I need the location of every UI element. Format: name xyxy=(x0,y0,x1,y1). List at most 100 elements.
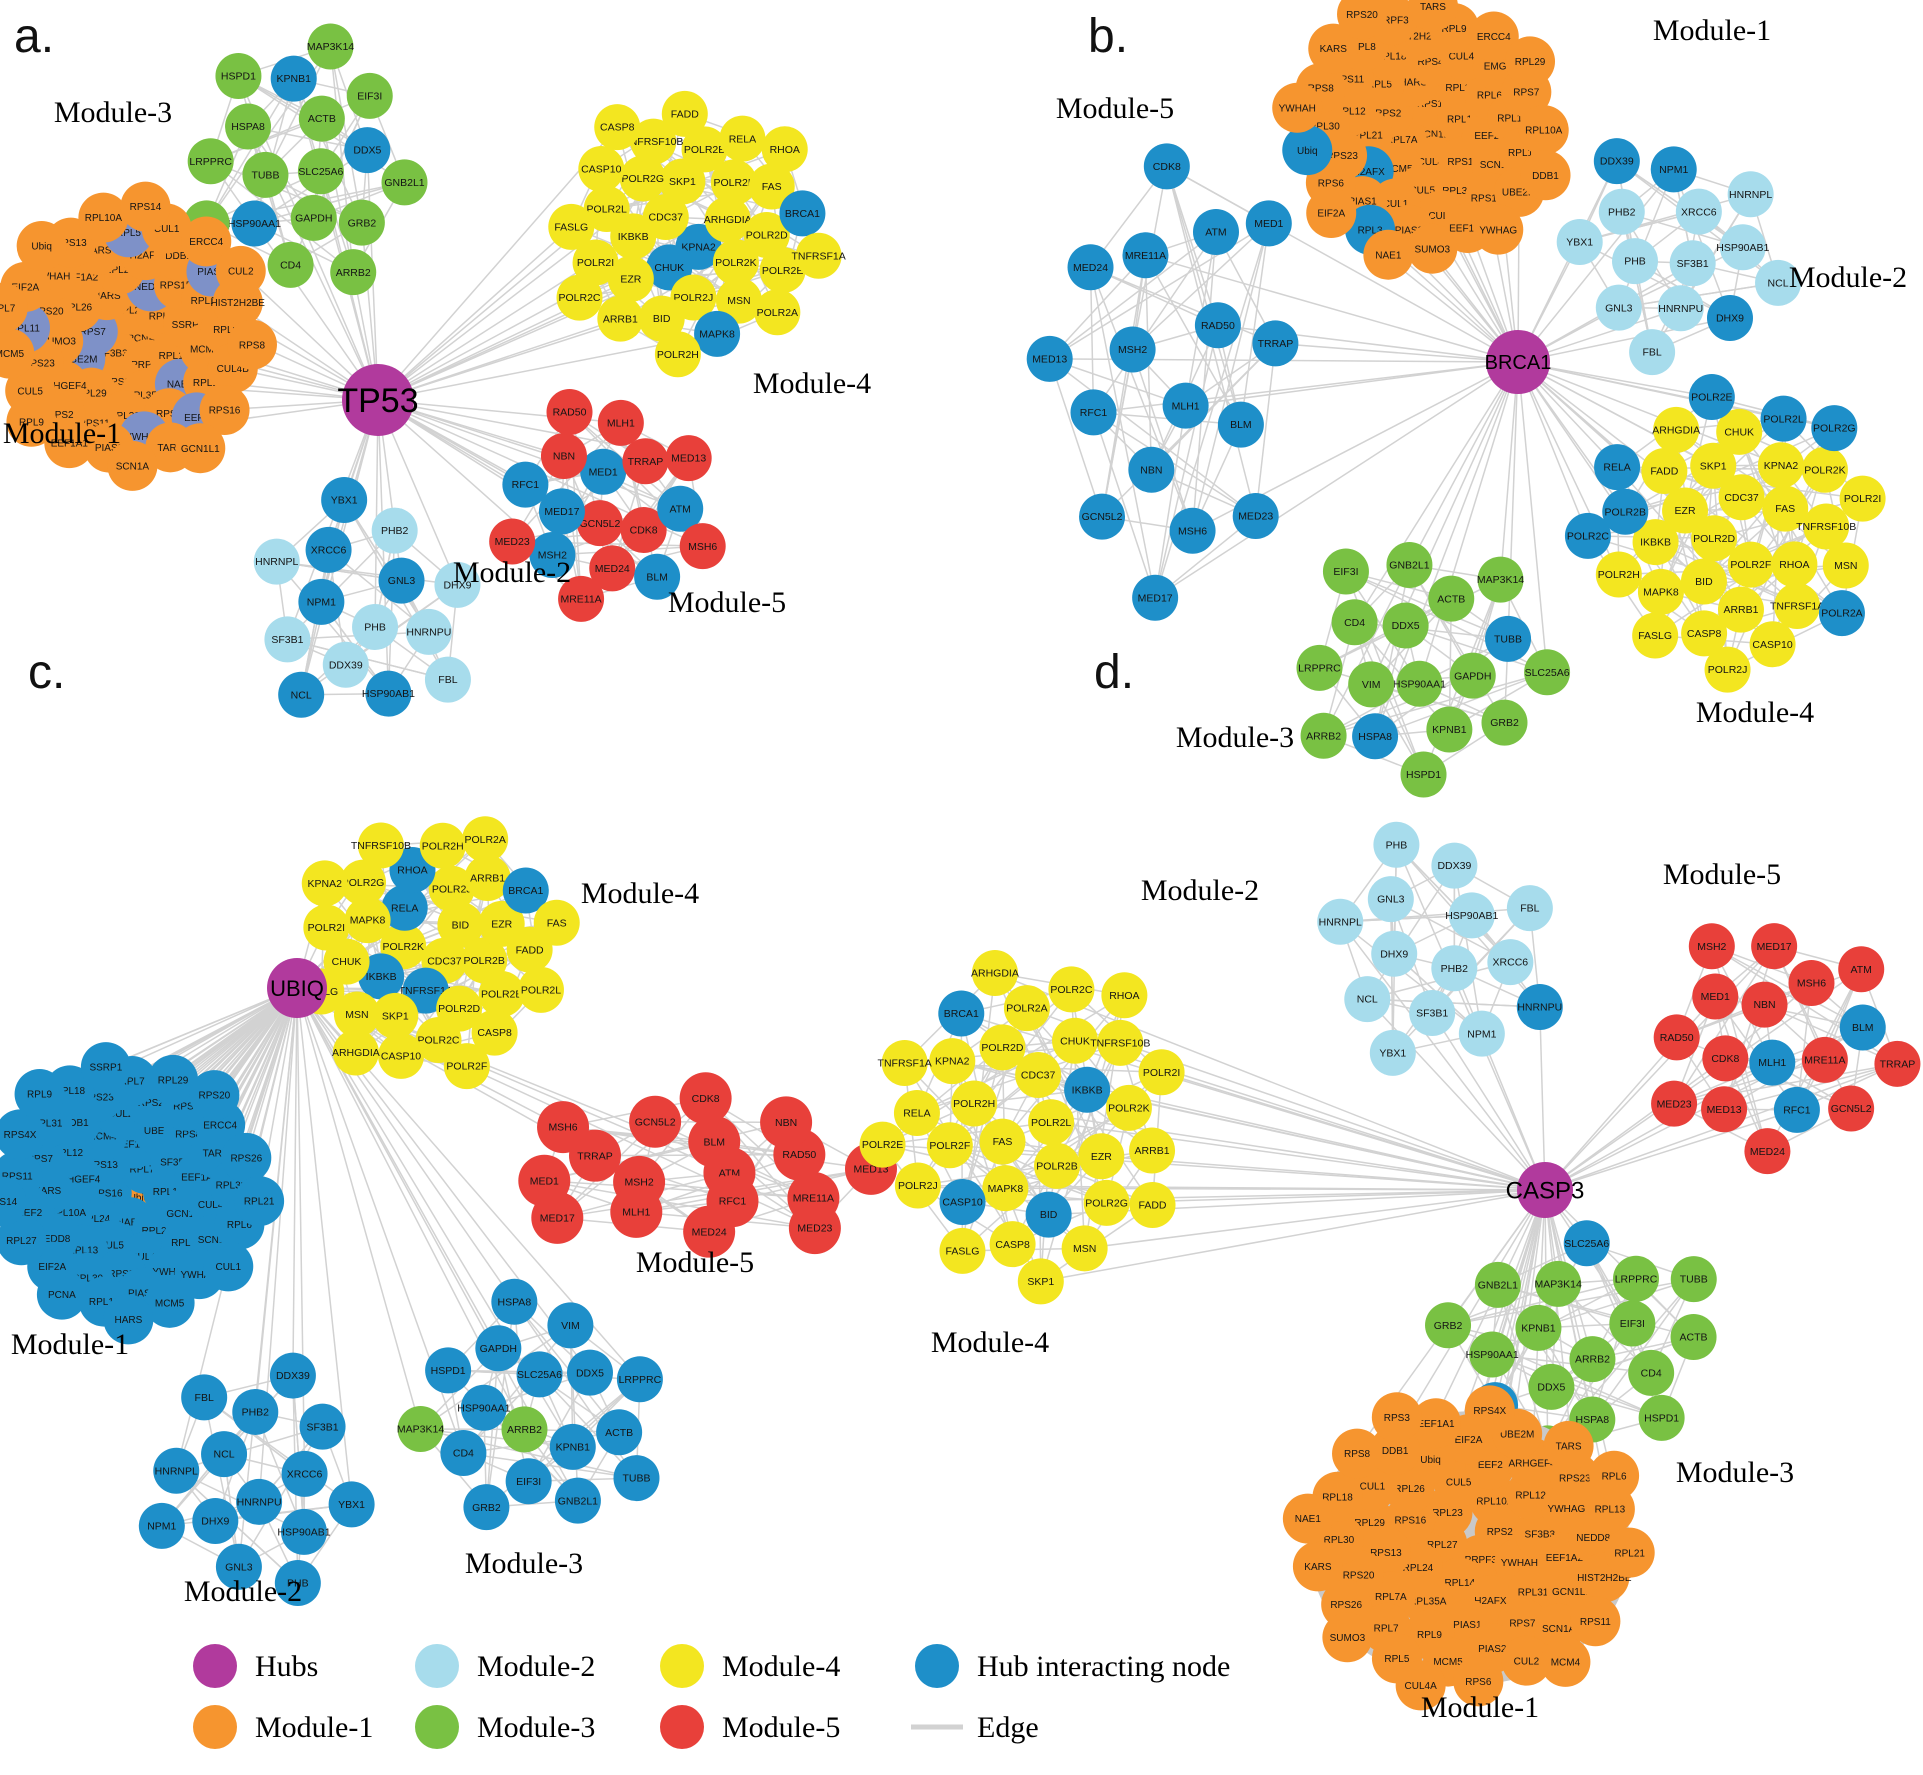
node-label: GCN1L1 xyxy=(166,1209,205,1220)
node-TARS: TARS xyxy=(1543,1420,1594,1471)
node-label: POLR2D xyxy=(981,1042,1023,1054)
node-POLR2L: POLR2L xyxy=(1760,395,1807,442)
node-label: ATM xyxy=(1851,964,1872,976)
node-label: DHX9 xyxy=(443,579,471,591)
node-label: ACTB xyxy=(1680,1332,1708,1344)
node-KPNB1: KPNB1 xyxy=(1515,1304,1562,1351)
node-label: MSH6 xyxy=(688,541,717,553)
node-label: HSP90AA1 xyxy=(1393,678,1446,690)
node-label: LRPPRC xyxy=(619,1374,662,1386)
node-label: RPS4X xyxy=(1473,1406,1506,1417)
node-label: EZR xyxy=(1675,505,1696,517)
node-label: TNFRSF1A xyxy=(791,250,845,262)
panel-c-module-2: HNRNPU NCL XRCC6 DHX9 PHB2 HSP90AB1 HNRNPL SF3B… xyxy=(138,1352,375,1608)
legend-item-module-3: Module-3 xyxy=(415,1705,595,1749)
node-label: POLR2C xyxy=(558,292,600,304)
panel-letter-d: d. xyxy=(1094,646,1134,699)
node-SF3B1: SF3B1 xyxy=(1669,240,1716,287)
node-label: SF3B3 xyxy=(160,1158,191,1169)
node-MRE11A: MRE11A xyxy=(1122,232,1169,279)
node-label: RHOA xyxy=(397,865,427,877)
node-label: CUL5 xyxy=(1446,1478,1472,1489)
node-label: RPL26 xyxy=(142,1226,173,1237)
node-label: POLR2D xyxy=(438,1003,480,1015)
node-label: RHOA xyxy=(770,144,800,156)
node-CD4: CD4 xyxy=(1331,599,1378,646)
node-MAP3K14: MAP3K14 xyxy=(397,1405,444,1452)
node-SKP1: SKP1 xyxy=(1017,1258,1064,1305)
node-label: RPL5 xyxy=(1367,80,1392,91)
node-label: POLR2D xyxy=(1693,533,1735,545)
node-label: HNRNPL xyxy=(1729,189,1772,201)
node-CASP8: CASP8 xyxy=(594,104,641,151)
node-label: GNB2L1 xyxy=(1389,560,1429,572)
node-label: RPS11 xyxy=(1580,1617,1611,1628)
node-label: RPS13 xyxy=(1447,157,1479,168)
node-ARRB1: ARRB1 xyxy=(597,295,644,342)
legend-item-module-4: Module-4 xyxy=(660,1644,840,1688)
node-VIM: VIM xyxy=(547,1302,594,1349)
node-label: MCM5 xyxy=(0,349,24,360)
node-POLR2C: POLR2C xyxy=(1564,512,1611,559)
node-EZR: EZR xyxy=(1662,487,1709,534)
node-IKBKB: IKBKB xyxy=(1064,1066,1111,1113)
node-label: CASP8 xyxy=(477,1027,512,1039)
node-label: CDC37 xyxy=(1724,492,1759,504)
node-BRCA1: BRCA1 xyxy=(779,190,826,237)
node-label: SCN1A xyxy=(1480,160,1514,171)
node-IKBKB: IKBKB xyxy=(1632,519,1679,566)
node-label: RHOA xyxy=(1779,559,1809,571)
node-POLR2H: POLR2H xyxy=(654,331,701,378)
node-label: MRE11A xyxy=(1804,1054,1845,1066)
node-LRPPRC: LRPPRC xyxy=(616,1356,663,1403)
node-label: SF3B3 xyxy=(1525,1529,1556,1540)
node-YWHAH: YWHAH xyxy=(1272,82,1323,133)
node-SUMO3: SUMO3 xyxy=(1407,223,1458,274)
node-ATM: ATM xyxy=(1838,946,1885,993)
node-GAPDH: GAPDH xyxy=(475,1325,522,1372)
node-label: RPL10A xyxy=(1525,126,1563,137)
node-label: RPS13 xyxy=(1370,1548,1402,1559)
node-label: MCM5 xyxy=(155,1298,185,1309)
node-label: EZR xyxy=(491,918,512,930)
node-label: MRE11A xyxy=(1125,250,1166,262)
node-PHB2: PHB2 xyxy=(1431,945,1478,992)
node-label: RPS7 xyxy=(1513,88,1540,99)
node-NPM1: NPM1 xyxy=(298,578,345,625)
node-label: KPNB1 xyxy=(1521,1322,1556,1334)
node-label: LRPPRC xyxy=(1298,663,1341,675)
node-label: LRPPRC xyxy=(189,156,232,168)
node-HSPD1: HSPD1 xyxy=(1638,1394,1685,1441)
node-POLR2F: POLR2F xyxy=(926,1122,973,1169)
node-label: GCN5L2 xyxy=(579,518,620,530)
node-POLR2D: POLR2D xyxy=(743,212,790,259)
node-label: BID xyxy=(1695,576,1713,588)
node-TUBB: TUBB xyxy=(1485,615,1532,662)
node-label: FADD xyxy=(671,109,699,121)
node-label: ERCC4 xyxy=(203,1120,237,1131)
node-MED1: MED1 xyxy=(580,448,627,495)
node-TARS: TARS xyxy=(1407,0,1458,32)
node-CDC37: CDC37 xyxy=(1015,1051,1062,1098)
node-MRE11A: MRE11A xyxy=(558,575,605,622)
node-label: UBE2M xyxy=(1500,1429,1534,1440)
node-EIF3I: EIF3I xyxy=(505,1458,552,1505)
node-TRRAP: TRRAP xyxy=(1874,1040,1921,1087)
node-NCL: NCL xyxy=(278,671,325,718)
node-label: PHB xyxy=(1624,256,1646,268)
node-label: SKP1 xyxy=(1027,1276,1054,1288)
node-MED1: MED1 xyxy=(1245,200,1292,247)
node-label: POLR2G xyxy=(342,877,385,889)
node-label: CD4 xyxy=(1344,617,1365,629)
node-label: DHX9 xyxy=(1716,313,1744,325)
node-label: CHUK xyxy=(654,262,684,274)
node-label: RPS6 xyxy=(1465,1677,1492,1688)
node-label: GNB2L1 xyxy=(1478,1280,1518,1292)
node-label: GNL3 xyxy=(1377,894,1405,906)
node-label: RPL23 xyxy=(115,305,146,316)
node-label: ARHGEF4 xyxy=(39,381,87,392)
node-label: RPS23 xyxy=(82,1092,114,1103)
node-label: HSPA8 xyxy=(1575,1414,1609,1426)
node-label: BRCA1 xyxy=(944,1008,979,1020)
